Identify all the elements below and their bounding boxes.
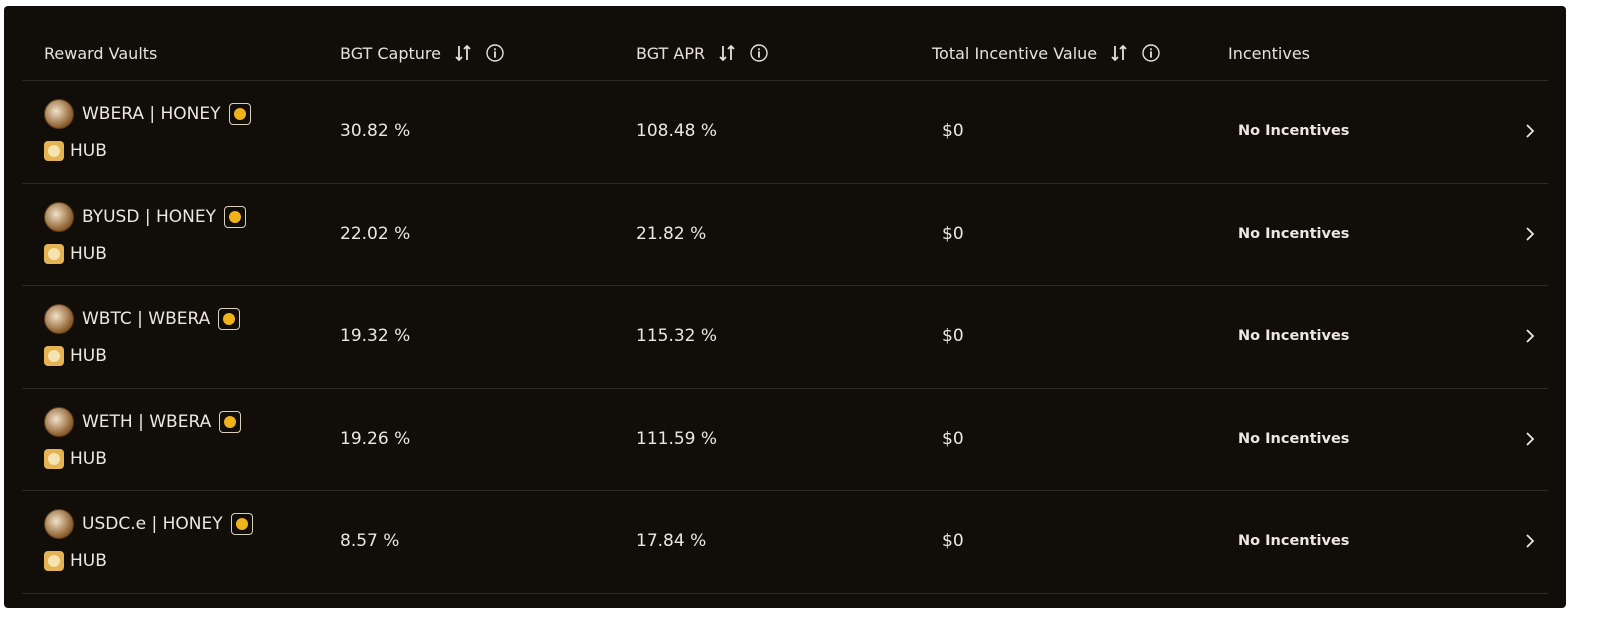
sort-icon[interactable] <box>453 43 473 63</box>
row-chevron[interactable] <box>1520 121 1540 141</box>
vault-label: USDC.e | HONEY <box>82 514 223 535</box>
column-header[interactable]: Total Incentive Value <box>932 37 1161 69</box>
vault-row[interactable]: WETH | WBERA HUB 19.26 % 111.59 % $0 No Incen… <box>4 389 1566 491</box>
bgt-apr: 17.84 % <box>636 531 707 552</box>
incentives: No Incentives <box>1238 430 1350 447</box>
protocol-icon <box>44 243 64 264</box>
protocol-label: HUB <box>70 551 107 572</box>
header-label: BGT Capture <box>340 43 441 63</box>
vault-badge <box>228 103 251 125</box>
protocol: HUB <box>44 448 107 469</box>
badge-dot <box>224 415 237 428</box>
info-icon[interactable] <box>1141 43 1161 63</box>
badge-dot <box>235 518 248 531</box>
protocol-icon <box>44 551 64 572</box>
protocol-label: HUB <box>70 346 107 367</box>
row-chevron[interactable] <box>1520 326 1540 346</box>
divider <box>22 285 1548 287</box>
bgt-apr: 111.59 % <box>636 428 718 449</box>
badge-dot <box>228 210 241 223</box>
vault-row[interactable]: BYUSD | HONEY HUB 22.02 % 21.82 % $0 No Incen… <box>4 184 1566 286</box>
divider <box>22 182 1548 184</box>
vault-name: BYUSD | HONEY <box>44 201 246 232</box>
protocol-label: HUB <box>70 243 107 264</box>
vault-badge <box>219 410 242 433</box>
protocol-dot <box>48 145 60 157</box>
token-icon <box>44 99 74 129</box>
vault-label: WBTC | WBERA <box>82 309 211 330</box>
token-icon <box>44 406 74 437</box>
protocol: HUB <box>44 141 107 161</box>
bgt-capture: 30.82 % <box>340 121 411 141</box>
protocol-dot <box>48 247 60 260</box>
vault-name: WETH | WBERA <box>44 406 242 437</box>
protocol-label: HUB <box>70 448 107 469</box>
vault-table: Reward Vaults BGT Capture BGT APR Total Inc… <box>4 6 1566 608</box>
header-label: Incentives <box>1228 43 1311 63</box>
row-chevron[interactable] <box>1520 531 1540 551</box>
vault-label: WBERA | HONEY <box>82 104 221 124</box>
incentives: No Incentives <box>1238 123 1350 139</box>
header-label: Total Incentive Value <box>932 43 1098 63</box>
token-icon <box>44 201 74 232</box>
protocol: HUB <box>44 551 107 572</box>
badge-dot <box>223 313 236 326</box>
vault-row[interactable]: WBTC | WBERA HUB 19.32 % 115.32 % $0 No Incen… <box>4 286 1566 388</box>
vault-name: WBTC | WBERA <box>44 304 241 335</box>
protocol-dot <box>48 555 60 568</box>
row-chevron[interactable] <box>1520 429 1540 449</box>
column-header: Reward Vaults <box>44 37 157 69</box>
header-label: Reward Vaults <box>44 43 158 63</box>
bgt-capture: 19.32 % <box>340 326 411 347</box>
bgt-apr: 21.82 % <box>636 223 707 244</box>
column-header[interactable]: BGT Capture <box>340 37 505 69</box>
bgt-capture: 22.02 % <box>340 223 411 244</box>
protocol: HUB <box>44 346 107 367</box>
vault-label: BYUSD | HONEY <box>82 206 216 227</box>
protocol: HUB <box>44 243 107 264</box>
divider <box>22 593 1548 594</box>
vault-badge <box>218 308 241 331</box>
info-icon[interactable] <box>749 43 769 63</box>
divider <box>22 387 1548 389</box>
vault-badge <box>223 205 246 228</box>
bgt-capture: 8.57 % <box>340 531 400 552</box>
vault-row[interactable]: WBERA | HONEY HUB 30.82 % 108.48 % $0 No Ince… <box>4 81 1566 183</box>
column-header: Incentives <box>1228 37 1310 69</box>
info-icon[interactable] <box>485 43 505 63</box>
vault-label: WETH | WBERA <box>82 411 212 432</box>
incentives: No Incentives <box>1238 225 1350 242</box>
incentives: No Incentives <box>1238 533 1350 550</box>
incentive-value: $0 <box>942 531 964 552</box>
protocol-dot <box>48 350 60 363</box>
bgt-apr: 115.32 % <box>636 326 718 347</box>
incentive-value: $0 <box>942 223 964 244</box>
badge-dot <box>233 108 246 120</box>
header-label: BGT APR <box>636 43 706 63</box>
protocol-icon <box>44 448 64 469</box>
protocol-label: HUB <box>70 141 107 161</box>
divider <box>22 80 1548 81</box>
vault-name: USDC.e | HONEY <box>44 509 253 540</box>
bgt-capture: 19.26 % <box>340 428 411 449</box>
sort-icon[interactable] <box>717 43 737 63</box>
incentive-value: $0 <box>942 326 964 347</box>
token-icon <box>44 509 74 540</box>
vault-name: WBERA | HONEY <box>44 99 251 129</box>
bgt-apr: 108.48 % <box>636 121 718 141</box>
vault-badge <box>230 513 253 536</box>
divider <box>22 490 1548 492</box>
protocol-dot <box>48 452 60 465</box>
incentive-value: $0 <box>942 121 964 141</box>
token-icon <box>44 304 74 335</box>
column-header[interactable]: BGT APR <box>636 37 769 69</box>
vault-row[interactable]: USDC.e | HONEY HUB 8.57 % 17.84 % $0 No Incen… <box>4 491 1566 593</box>
incentives: No Incentives <box>1238 328 1350 345</box>
row-chevron[interactable] <box>1520 224 1540 244</box>
incentive-value: $0 <box>942 428 964 449</box>
protocol-icon <box>44 346 64 367</box>
protocol-icon <box>44 141 64 161</box>
sort-icon[interactable] <box>1109 43 1129 63</box>
